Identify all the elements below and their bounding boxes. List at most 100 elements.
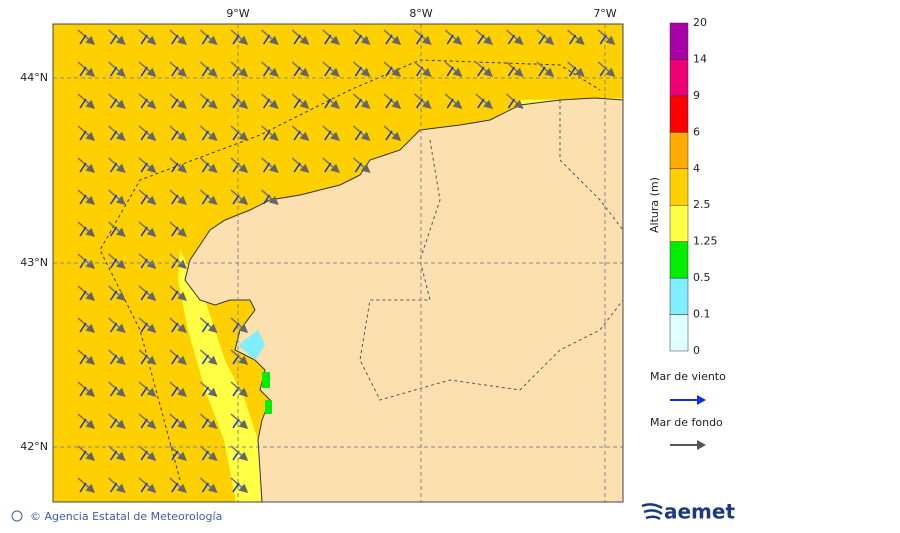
swell-arrow: [77, 381, 96, 397]
swell-arrow: [108, 125, 126, 141]
wind-arrow: [568, 34, 577, 45]
wind-arrow: [109, 258, 118, 269]
swell-arrow: [199, 29, 218, 45]
wind-arrow: [171, 98, 179, 109]
wind-arrow: [79, 226, 87, 237]
wind-arrow: [201, 418, 210, 429]
wind-arrow: [507, 98, 516, 109]
swell-arrow: [352, 157, 371, 173]
swell-arrow: [230, 93, 249, 109]
wind-arrow: [385, 66, 393, 77]
copyright-icon: [11, 510, 23, 522]
ria: [262, 372, 270, 388]
swell-arrow: [169, 253, 187, 269]
wind-arrow: [109, 290, 118, 301]
frame: [52, 23, 624, 503]
swell-arrow: [291, 29, 310, 45]
colorbar-segment: [669, 241, 689, 279]
swell-arrow: [230, 61, 249, 77]
wind-arrow: [201, 162, 210, 173]
wind-arrow: [262, 130, 271, 141]
wind-arrow: [293, 66, 301, 77]
wind-arrow: [201, 34, 210, 45]
wind-arrow: [171, 418, 179, 429]
wind-arrow: [201, 482, 210, 493]
colorbar-segment: [669, 59, 689, 97]
wind-arrow: [109, 194, 118, 205]
wind-arrow: [109, 450, 118, 461]
wind-arrow: [79, 482, 87, 493]
wind-arrow: [109, 482, 118, 493]
wind-arrow: [354, 98, 363, 109]
wind-arrow: [324, 34, 332, 45]
wind-arrow: [324, 98, 332, 109]
swell-arrow: [77, 125, 96, 141]
swell-arrow: [77, 157, 96, 173]
swell-arrow: [230, 317, 249, 333]
swell-arrow: [199, 317, 218, 333]
legend-label: Mar de fondo: [650, 416, 723, 429]
swell-arrow: [108, 317, 126, 333]
swell-arrow: [352, 125, 371, 141]
swell-arrow: [475, 93, 493, 109]
lon-label: 7°W: [593, 7, 616, 20]
swell-arrow: [261, 125, 279, 141]
logo: aemet: [641, 500, 735, 524]
swell-arrow: [261, 157, 279, 173]
colorbar-segment: [669, 277, 689, 315]
legend-arrowhead: [697, 440, 706, 450]
swell-arrow: [169, 317, 187, 333]
wind-arrow: [79, 418, 87, 429]
wind-arrow: [109, 162, 118, 173]
swell-arrow: [199, 93, 218, 109]
swell-arrow: [414, 29, 432, 45]
colorbar-segment: [669, 95, 689, 133]
swell-arrow: [291, 157, 310, 173]
swell-arrow: [597, 61, 616, 77]
lon-label: 8°W: [409, 7, 432, 20]
colorbar-tick-label: 2.5: [693, 198, 711, 211]
wind-arrow: [79, 290, 87, 301]
swell-arrow: [352, 61, 371, 77]
swell-arrow: [291, 93, 310, 109]
wind-arrow: [109, 354, 118, 365]
swell-arrow: [138, 477, 157, 493]
swell-arrow: [77, 317, 96, 333]
colorbar-segment: [669, 314, 689, 352]
swell-arrow: [108, 349, 126, 365]
wind-arrow: [140, 450, 148, 461]
swell-arrow: [169, 381, 187, 397]
wind-arrow: [201, 386, 210, 397]
swell-arrow: [352, 29, 371, 45]
swell-arrow: [108, 29, 126, 45]
wind-arrow: [262, 162, 271, 173]
logo-text: aemet: [664, 500, 735, 524]
colorbar-segment: [669, 132, 689, 170]
wind-arrow: [201, 450, 210, 461]
swell-arrow: [230, 29, 249, 45]
swell-arrow: [169, 349, 187, 365]
swell-arrow: [138, 221, 157, 237]
wind-arrow: [232, 194, 240, 205]
swell-arrow: [138, 157, 157, 173]
wind-arrow: [109, 226, 118, 237]
coastal-band: [178, 250, 262, 502]
wind-arrow: [140, 322, 148, 333]
wind-arrow: [140, 290, 148, 301]
wind-arrow: [140, 482, 148, 493]
swell-arrow: [77, 93, 96, 109]
swell-arrow: [444, 29, 463, 45]
wind-arrow: [140, 66, 148, 77]
wind-arrow: [79, 386, 87, 397]
wind-arrow: [293, 34, 301, 45]
swell-arrow: [77, 349, 96, 365]
colorbar-tick-label: 14: [693, 52, 707, 65]
wind-arrow: [109, 386, 118, 397]
swell-arrow: [199, 381, 218, 397]
swell-arrow: [77, 445, 96, 461]
wind-arrow: [171, 194, 179, 205]
wind-arrow: [79, 354, 87, 365]
wind-arrow: [446, 66, 454, 77]
swell-arrow: [77, 253, 96, 269]
swell-arrow: [169, 29, 187, 45]
